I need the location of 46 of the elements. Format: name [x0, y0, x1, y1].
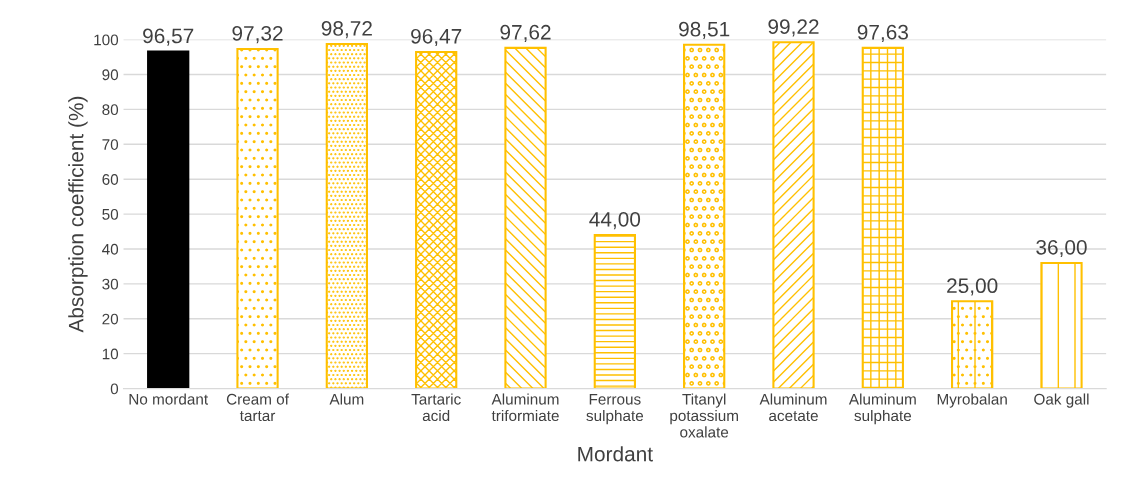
x-tick-label: Tartaric acid: [411, 393, 461, 422]
data-label: 97,32: [232, 25, 283, 44]
data-label: 97,62: [500, 24, 551, 43]
y-axis-title: Absorption coefficient (%): [68, 96, 88, 333]
data-label: 96,47: [411, 28, 462, 47]
data-label: 98,72: [321, 21, 372, 39]
x-tick-label: Cream of tartar: [226, 393, 289, 422]
data-label: 44,00: [589, 211, 641, 230]
bar: [593, 233, 636, 389]
data-label: 36,00: [1036, 239, 1087, 258]
x-tick-label: Aluminum acetate: [759, 393, 827, 422]
bar: [1040, 261, 1083, 389]
x-tick-label: Alum: [329, 393, 364, 405]
y-tick-label: 30: [102, 278, 119, 290]
y-tick-label: 70: [102, 139, 119, 150]
y-tick-label: 20: [102, 313, 119, 325]
bar: [683, 43, 726, 389]
x-tick-label: Myrobalan: [937, 393, 1007, 408]
data-label: 99,22: [768, 19, 819, 37]
y-tick-label: 100: [94, 34, 119, 46]
bar: [415, 50, 458, 389]
x-tick-label: Ferrous sulphate: [586, 394, 644, 425]
x-tick-label: No mordant: [129, 393, 208, 405]
y-tick-label: 0: [110, 383, 119, 395]
bar: [504, 46, 547, 389]
bar: [951, 300, 994, 389]
data-label: 98,51: [679, 21, 730, 39]
x-tick-label: Oak gall: [1034, 393, 1089, 408]
x-tick-label: Aluminum sulphate: [848, 393, 916, 425]
y-tick-label: 90: [102, 69, 119, 81]
y-tick-label: 60: [102, 174, 119, 185]
y-tick-label: 50: [102, 208, 119, 220]
bar: [236, 47, 279, 389]
bar: [772, 41, 815, 389]
bar: [861, 46, 904, 389]
data-label: 25,00: [947, 278, 998, 296]
bar: [325, 43, 368, 389]
data-label: 96,57: [143, 28, 194, 46]
y-tick-label: 10: [102, 348, 119, 360]
x-tick-label: Aluminum triformiate: [491, 393, 559, 422]
x-tick-label: Titanyl potassium oxalate: [670, 393, 738, 438]
y-tick-label: 40: [102, 243, 119, 255]
y-tick-label: 80: [102, 104, 119, 116]
bar: [147, 50, 190, 389]
x-axis-title: Mordant: [578, 446, 653, 462]
data-label: 97,63: [857, 24, 908, 43]
